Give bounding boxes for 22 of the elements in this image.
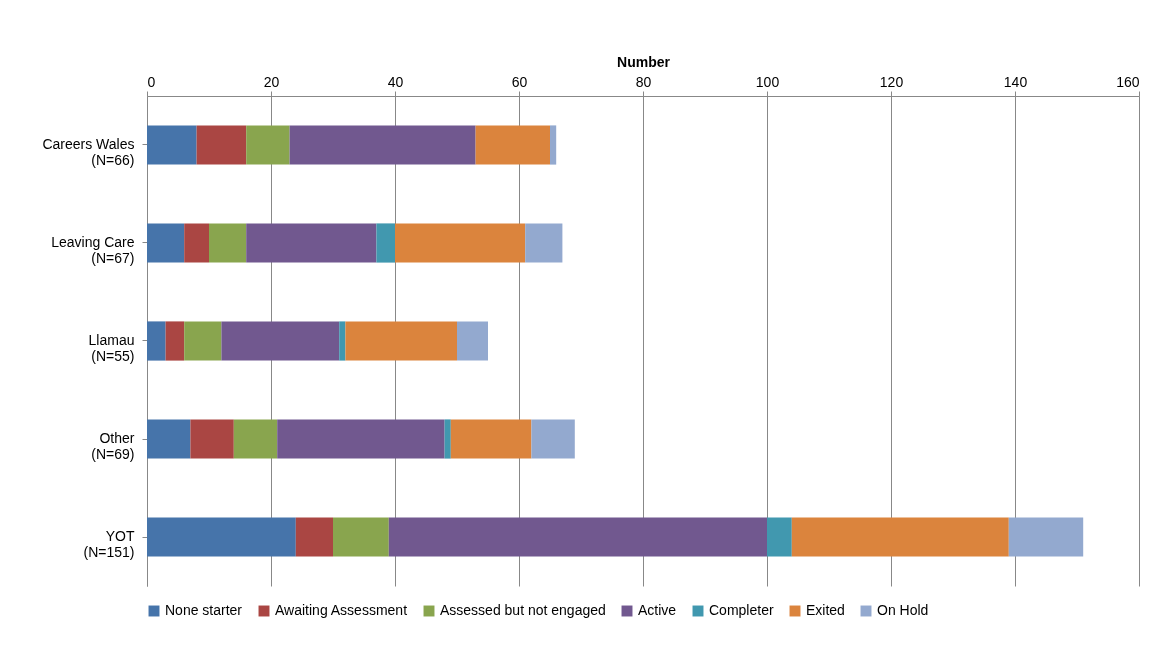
y-tick-label: Leaving Care (N=67)	[51, 234, 135, 266]
y-tick-label: Careers Wales (N=66)	[42, 136, 135, 168]
legend-label: Active	[638, 602, 677, 618]
legend-label: Completer	[709, 602, 774, 618]
x-tick-label: 140	[1003, 73, 1028, 90]
legend-label: Awaiting Assessment	[275, 602, 408, 618]
x-tick-label: 0	[147, 73, 156, 90]
legend-label: Assessed but not engaged	[440, 602, 606, 618]
x-tick-label: 40	[387, 73, 404, 90]
x-tick-label: 60	[511, 73, 528, 90]
legend-label: Exited	[806, 602, 845, 618]
y-tick-label: Llamau (N=55)	[88, 332, 135, 364]
x-axis-title: Number	[617, 53, 671, 70]
y-tick-label: YOT (N=151)	[83, 528, 135, 560]
x-tick-label: 80	[635, 73, 652, 90]
x-tick-label: 160	[1116, 73, 1140, 90]
y-tick-label: Other (N=69)	[91, 430, 135, 462]
x-tick-label: 100	[755, 73, 780, 90]
x-tick-label: 20	[263, 73, 280, 90]
legend-label: None starter	[165, 602, 243, 618]
x-tick-label: 120	[879, 73, 904, 90]
legend-label: On Hold	[877, 602, 929, 618]
